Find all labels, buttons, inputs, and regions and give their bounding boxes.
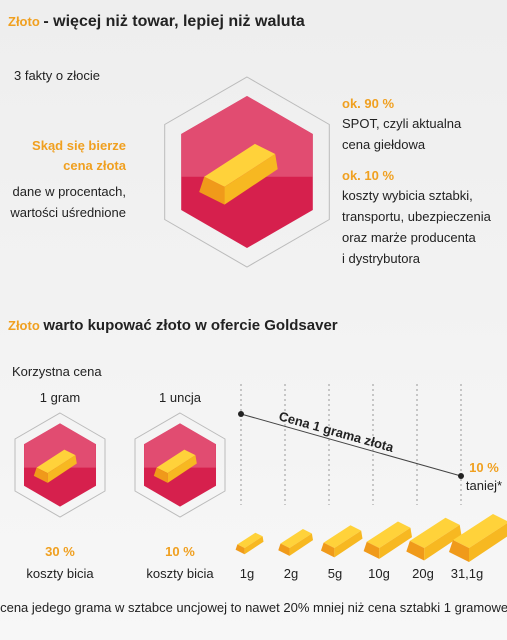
gold-bar-side [334, 530, 363, 558]
hex-outline [134, 412, 226, 518]
size-label: 1g [240, 566, 254, 581]
size-label: 5g [328, 566, 342, 581]
gold-bar-front [278, 543, 290, 556]
product-caption: koszty bicia [26, 566, 94, 581]
fact-text: oraz marże producenta [342, 230, 476, 245]
gold-bar-top [409, 517, 460, 548]
gold-bar-front [320, 542, 335, 558]
product-percent: 10 % [165, 544, 195, 559]
size-label: 20g [412, 566, 434, 581]
title: Złoto - więcej niż towar, lepiej niż wal… [8, 13, 305, 30]
offer-highlight: Złoto [8, 318, 40, 333]
fact-percent: ok. 90 % [342, 96, 394, 111]
hex-outline [14, 412, 106, 518]
gold-bar-side [289, 533, 313, 556]
fact-text: transportu, ubezpieczenia [342, 209, 492, 224]
product-label: 1 uncja [159, 390, 202, 405]
subtitle: 3 fakty o złocie [14, 68, 100, 83]
gold-bar-top [36, 449, 76, 474]
hex-top [24, 423, 96, 468]
products: 1 gram 30 % koszty bicia 1 uncja 10 % koszty … [14, 390, 226, 581]
gold-bar-side [424, 524, 462, 561]
gold-bar-top [323, 525, 362, 548]
hex-top [181, 96, 313, 177]
gold-bar-side [224, 153, 278, 205]
gold-bar-side [469, 523, 507, 562]
footnote: *cena jedego grama w sztabce uncjowej to… [0, 600, 507, 615]
gold-bar-top [237, 532, 263, 548]
gold-bar-top [280, 528, 312, 548]
hex-top [144, 423, 216, 468]
gold-bar-front [449, 540, 469, 562]
note: wartości uśrednione [9, 205, 126, 220]
fact-percent: ok. 10 % [342, 168, 394, 183]
gold-bar-side [167, 455, 197, 483]
facts: ok. 90 % SPOT, czyli aktualna cena giełdow… [342, 96, 492, 266]
title-text: - więcej niż towar, lepiej niż waluta [43, 13, 305, 30]
title-highlight: Złoto [8, 14, 40, 29]
gold-bar-side [244, 536, 264, 555]
heading: cena złota [63, 158, 127, 173]
fact-text: i dystrybutora [342, 251, 421, 266]
gold-bar-front [235, 544, 245, 555]
product-percent: 30 % [45, 544, 75, 559]
gold-bar-side [379, 527, 412, 559]
price-point [238, 411, 244, 417]
gold-bar-top [366, 521, 411, 548]
hexagon [164, 76, 330, 268]
heading: Skąd się bierze [32, 138, 126, 153]
gold-bar-front [199, 176, 225, 205]
size-label: 2g [284, 566, 298, 581]
size-label: 31,1g [451, 566, 484, 581]
gold-bar-front [33, 467, 48, 483]
gold-bar-side [47, 455, 77, 483]
product-caption: koszty bicia [146, 566, 214, 581]
gold-bar-front [153, 467, 168, 483]
offer-text: warto kupować złoto w ofercie Goldsaver [42, 317, 337, 334]
saving-caption: taniej* [466, 478, 502, 493]
fact-text: cena giełdowa [342, 137, 426, 152]
gold-bar-top [156, 449, 196, 474]
gold-bar-front [363, 541, 380, 559]
offer-subtitle: Korzystna cena [12, 364, 102, 379]
product-label: 1 gram [40, 390, 80, 405]
offer-title: Złoto warto kupować złoto w ofercie Gold… [8, 317, 338, 334]
size-label: 10g [368, 566, 390, 581]
fact-text: koszty wybicia sztabki, [342, 188, 473, 203]
note: dane w procentach, [13, 184, 126, 199]
price-point [458, 473, 464, 479]
hex-outline [164, 76, 330, 268]
saving: 10 % [469, 460, 499, 475]
fact-text: SPOT, czyli aktualna [342, 116, 462, 131]
price-line [240, 413, 462, 477]
gold-bar-top [453, 514, 507, 548]
gold-bar-front [406, 540, 425, 561]
gold-bar-top [204, 143, 276, 187]
